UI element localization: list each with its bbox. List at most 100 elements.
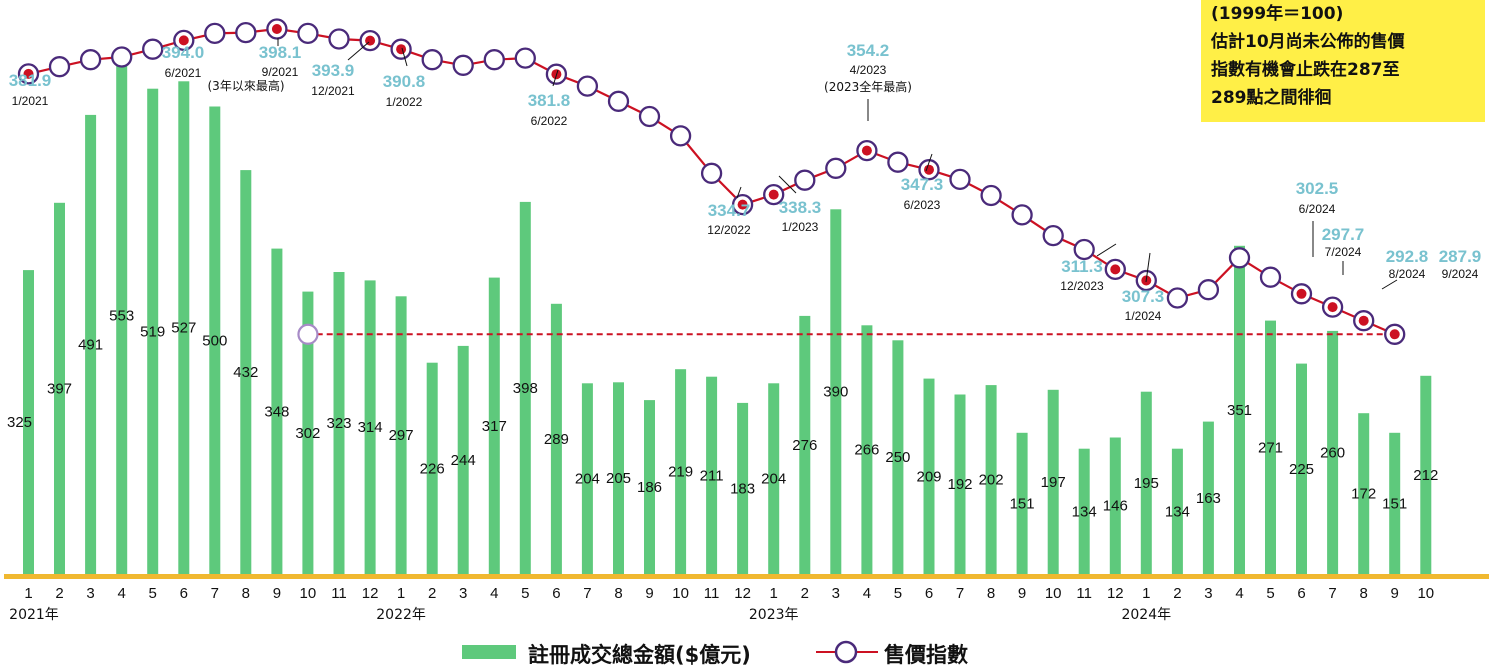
annotation-value: 292.8 [1386,247,1429,266]
x-tick-label: 12 [362,585,379,602]
x-tick-label: 1 [24,585,32,602]
bar [116,56,128,574]
bar [1327,330,1339,574]
note-line-1: (1999年＝100) [1211,4,1344,24]
bar [85,114,97,575]
x-tick-label: 12 [734,585,751,602]
annotation-leader [552,69,559,87]
x-tick-label: 10 [300,585,317,602]
annotation-value: 390.8 [383,72,426,91]
bar-value-label: 553 [109,308,134,325]
bar [954,394,966,574]
bar-value-label: 163 [1196,490,1221,507]
x-tick-label: 7 [583,585,591,602]
annotation-value: 287.9 [1439,247,1482,266]
price-index-marker-highlight [178,35,189,46]
year-label: 2023年 [749,607,799,623]
bar-value-label: 289 [544,431,569,448]
bar [1265,320,1276,574]
annotations: 381.9 1/2021 394.0 6/2021 398.1 9/2021(3年以來最高… [9,38,1482,323]
bar [1420,375,1432,574]
x-tick-label: 7 [211,585,219,602]
note-line-4: 289點之間徘徊 [1211,88,1332,108]
bar [178,81,190,575]
price-index-marker [142,38,164,60]
price-index-marker [421,49,443,71]
bar-value-label: 314 [358,419,383,436]
bar [581,383,593,574]
note-line-2: 估計10月尚未公佈的售價 [1211,32,1405,52]
bar [1140,391,1152,574]
bar [426,362,438,574]
bar [1389,432,1401,574]
x-tick-label: 12 [1107,585,1124,602]
price-index-marker-highlight [1389,329,1400,340]
bar-value-label: 432 [233,364,258,381]
price-index-marker [79,49,102,71]
bar [892,340,904,575]
bar [799,315,811,574]
year-label: 2022年 [376,607,426,623]
bar-value-label: 244 [451,452,476,469]
annotation-date: 6/2021 [165,66,202,80]
x-tick-label: 1 [1142,585,1150,602]
bar [364,280,376,574]
x-tick-label: 7 [956,585,964,602]
x-tick-label: 8 [1360,585,1368,602]
bar [644,400,655,574]
x-tick-label: 3 [832,585,840,602]
annotation-note: (3年以來最高) [208,78,285,93]
annotation-leader [925,153,933,172]
x-tick-label: 2 [1173,585,1181,602]
price-index-marker [297,22,319,45]
bar [1358,413,1370,574]
annotation-value: 381.8 [528,91,571,110]
bar [1078,448,1090,574]
bar [23,270,34,574]
price-index-marker-highlight [396,44,407,55]
x-tick-label: 1 [770,585,778,602]
bar-value-label: 348 [264,403,289,420]
bar [830,209,842,575]
x-tick-label: 7 [1328,585,1336,602]
bar-value-label: 527 [171,320,196,337]
price-index-marker [980,184,1002,207]
x-tick-label: 4 [1235,585,1243,602]
bar [271,248,283,574]
x-tick-label: 9 [1391,585,1399,602]
bar [519,201,531,574]
annotation-date: 1/2024 [1125,309,1162,323]
annotation-value: 394.0 [162,43,205,62]
x-tick-label: 11 [704,585,720,602]
x-tick-label: 10 [1045,585,1062,602]
bar-value-label: 302 [295,425,320,442]
bar-value-label: 134 [1165,503,1190,520]
bar [675,369,687,574]
bar [209,106,221,574]
bar [1109,437,1121,574]
price-index-marker [638,105,661,128]
price-index-series [17,18,1406,345]
x-tick-label: 8 [987,585,995,602]
annotation-value: 297.7 [1322,225,1365,244]
price-index-marker-highlight [23,68,34,79]
annotation-date: 12/2023 [1060,279,1104,293]
bar-value-label: 390 [823,384,848,401]
x-tick-label: 3 [1204,585,1212,602]
annotation-value: 307.3 [1122,287,1165,306]
annotation-leader [401,47,408,67]
bar-value-label: 225 [1289,461,1314,478]
bar-value-label: 146 [1103,498,1128,515]
x-tick-label: 4 [490,585,498,602]
bar-value-label: 211 [700,467,724,484]
x-tick-label: 3 [86,585,94,602]
annotation-date: 1/2022 [386,95,423,109]
annotation-note: (2023全年最高) [824,79,912,94]
bar-value-label: 317 [482,418,507,435]
bar-value-label: 276 [792,437,817,454]
bar-value-label: 204 [761,471,786,488]
price-index-marker [949,168,971,191]
price-index-marker [1259,266,1282,288]
bar-value-label: 183 [730,480,755,497]
